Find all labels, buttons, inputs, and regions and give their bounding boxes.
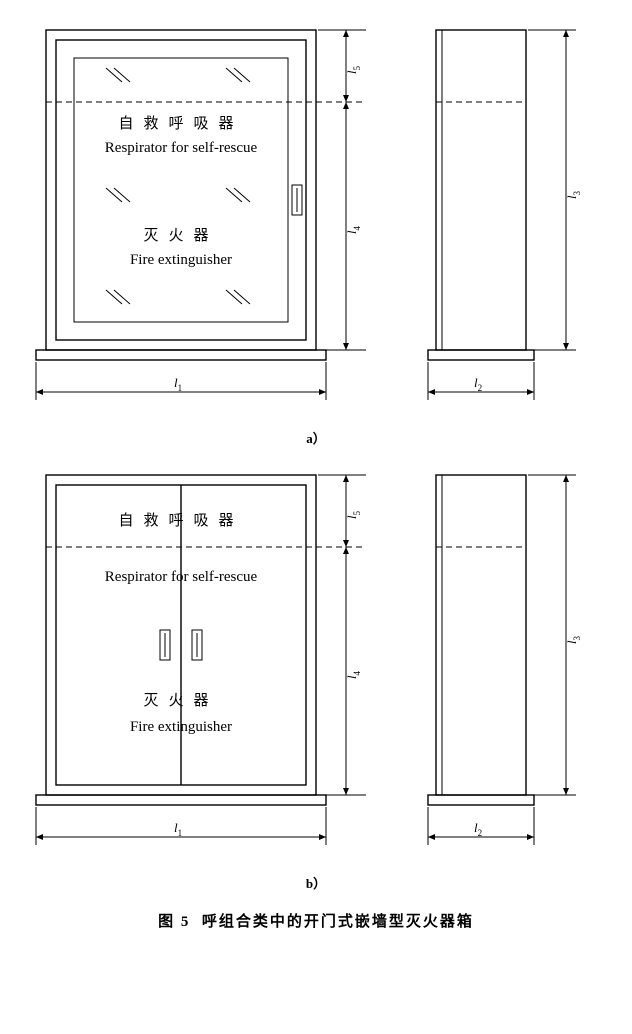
sublabel-b: b）	[10, 873, 622, 892]
cn-top-a: 自救呼吸器	[118, 115, 243, 132]
en-bot-a: Fire extinguisher	[130, 252, 232, 268]
door-frame	[56, 40, 306, 340]
side-view-b: l2 l3	[416, 465, 606, 865]
side-box-b	[436, 475, 526, 795]
side-view-a: l2 l3	[416, 20, 606, 420]
figure-5: 自救呼吸器 Respirator for self-rescue 灭火器 Fir…	[10, 20, 622, 931]
side-base	[428, 350, 534, 360]
lbl-l4-b: l4	[344, 670, 362, 679]
side-base-b	[428, 795, 534, 805]
en-top-b: Respirator for self-rescue	[105, 569, 258, 585]
lbl-l1: l1	[174, 375, 182, 393]
front-view-b: 自救呼吸器 Respirator for self-rescue 灭火器 Fir…	[26, 465, 376, 865]
front-view-a: 自救呼吸器 Respirator for self-rescue 灭火器 Fir…	[26, 20, 376, 420]
lbl-l5: l5	[344, 65, 362, 74]
lbl-l3-b: l3	[564, 635, 582, 644]
base-slab-b	[36, 795, 326, 805]
caption-prefix: 图 5	[158, 914, 190, 930]
cn-bot-a: 灭火器	[143, 227, 218, 244]
lbl-l2: l2	[474, 375, 482, 393]
front-svg-b: 自救呼吸器 Respirator for self-rescue 灭火器 Fir…	[26, 465, 376, 865]
lbl-l1-b: l1	[174, 820, 182, 838]
lbl-l4: l4	[344, 225, 362, 234]
side-svg-b: l2 l3	[416, 465, 606, 865]
en-top-a: Respirator for self-rescue	[105, 140, 258, 156]
en-bot-b: Fire extinguisher	[130, 719, 232, 735]
lbl-l2-b: l2	[474, 820, 482, 838]
lbl-l5-b: l5	[344, 510, 362, 519]
cn-bot-b: 灭火器	[143, 692, 218, 709]
side-svg-a: l2 l3	[416, 20, 606, 420]
variant-b-row: 自救呼吸器 Respirator for self-rescue 灭火器 Fir…	[10, 465, 622, 865]
sublabel-a: a）	[10, 428, 622, 447]
base-slab	[36, 350, 326, 360]
figure-caption: 图 5 呼组合类中的开门式嵌墙型灭火器箱	[10, 910, 622, 931]
outer-box	[46, 30, 316, 350]
glass-pane	[74, 58, 288, 322]
cn-top-b: 自救呼吸器	[118, 512, 243, 529]
side-box	[436, 30, 526, 350]
front-svg-a: 自救呼吸器 Respirator for self-rescue 灭火器 Fir…	[26, 20, 376, 420]
glass-marks	[106, 68, 250, 304]
variant-a-row: 自救呼吸器 Respirator for self-rescue 灭火器 Fir…	[10, 20, 622, 420]
lbl-l3: l3	[564, 190, 582, 199]
caption-text: 呼组合类中的开门式嵌墙型灭火器箱	[202, 914, 474, 930]
